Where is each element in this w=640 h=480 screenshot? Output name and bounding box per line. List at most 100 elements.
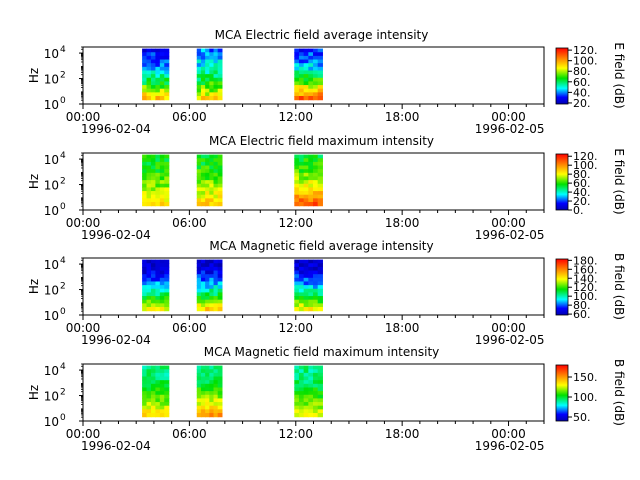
heatmap-cell [200,180,206,185]
heatmap-cell [142,405,148,410]
heatmap-cell [213,296,219,301]
heatmap-cell [209,85,215,90]
heatmap-cell [200,59,206,64]
heatmap-cell [205,70,210,75]
heatmap-cell [213,154,219,159]
heatmap-cell [298,77,305,83]
heatmap-cell [294,154,300,159]
heatmap-cell [294,285,300,290]
heatmap-cell [164,70,170,75]
heatmap-cell [313,383,319,389]
heatmap-cell [164,198,170,203]
heatmap-cell [217,187,223,192]
heatmap-cell [308,176,314,181]
heatmap-cell [205,281,210,286]
heatmap-cell [200,296,206,301]
heatmap-cell [209,402,215,407]
heatmap-cell [217,48,223,53]
heatmap-cell [217,169,223,174]
spectrogram-segment [294,365,323,418]
heatmap-cell [298,187,305,192]
heatmap-cell [213,55,219,61]
heatmap-cell [317,259,323,264]
heatmap-cell [303,391,309,396]
y-axis-label: Hz [27,385,41,400]
heatmap-cell [213,81,219,86]
heatmap-cell [303,85,309,90]
y-axis-label: Hz [27,68,41,83]
heatmap-cell [200,285,206,290]
x-tick-label: 00:00 [491,110,526,124]
heatmap-cell [150,266,156,272]
heatmap-cell [294,187,300,192]
heatmap-cell [213,277,219,283]
heatmap-cell [298,66,305,72]
heatmap-cell [159,66,165,72]
y-tick-label: 10 [44,390,59,404]
heatmap-cell [150,409,156,414]
heatmap-cell [313,95,319,101]
heatmap-cell [196,412,202,418]
colorbar-label: E field (dB) [612,42,626,108]
heatmap-cell [196,55,202,61]
heatmap-cell [150,198,156,203]
heatmap-cell [317,198,323,203]
heatmap-cell [213,92,219,97]
heatmap-cell [317,372,323,378]
heatmap-cell [209,198,215,203]
heatmap-cell [155,303,161,308]
heatmap-cell [142,288,148,294]
heatmap-cell [217,383,223,389]
heatmap-cell [146,74,152,79]
colorbar-gradient [555,47,569,105]
heatmap-cell [298,369,305,374]
heatmap-cell [155,191,161,196]
heatmap-cell [298,405,305,410]
heatmap-cell [150,277,156,283]
heatmap-cell [164,95,170,101]
heatmap-cell [294,277,300,283]
heatmap-cell [209,405,215,410]
panel-title: MCA Magnetic field maximum intensity [204,345,440,359]
heatmap-cell [294,66,300,72]
heatmap-cell [146,169,152,174]
heatmap-cell [294,402,300,407]
heatmap-cell [317,288,323,294]
heatmap-cell [159,394,165,400]
heatmap-cell [217,299,223,304]
heatmap-cell [205,266,210,272]
heatmap-cell [196,198,202,203]
heatmap-cell [313,369,319,374]
heatmap-cell [196,383,202,389]
heatmap-cell [159,288,165,294]
heatmap-cell [196,81,202,86]
heatmap-cell [155,277,161,283]
heatmap-cell [313,402,319,407]
heatmap-cell [159,180,165,185]
heatmap-cell [217,372,223,378]
heatmap-cell [313,63,319,68]
heatmap-cell [217,158,223,163]
heatmap-cell [146,259,152,264]
heatmap-cell [205,299,210,304]
heatmap-cell [303,55,309,61]
heatmap-cell [313,48,319,53]
heatmap-cell [298,296,305,301]
heatmap-cell [213,183,219,189]
heatmap-cell [146,158,152,163]
heatmap-cell [313,154,319,159]
heatmap-cell [155,369,161,374]
heatmap-cell [209,391,215,396]
heatmap-cell [209,292,215,297]
heatmap-cell [213,85,219,90]
heatmap-cell [209,387,215,392]
heatmap-cell [205,48,210,53]
heatmap-cell [142,259,148,264]
heatmap-cell [150,77,156,83]
heatmap-cell [142,383,148,389]
heatmap-cell [303,281,309,286]
heatmap-cell [308,95,314,101]
heatmap-cell [146,405,152,410]
